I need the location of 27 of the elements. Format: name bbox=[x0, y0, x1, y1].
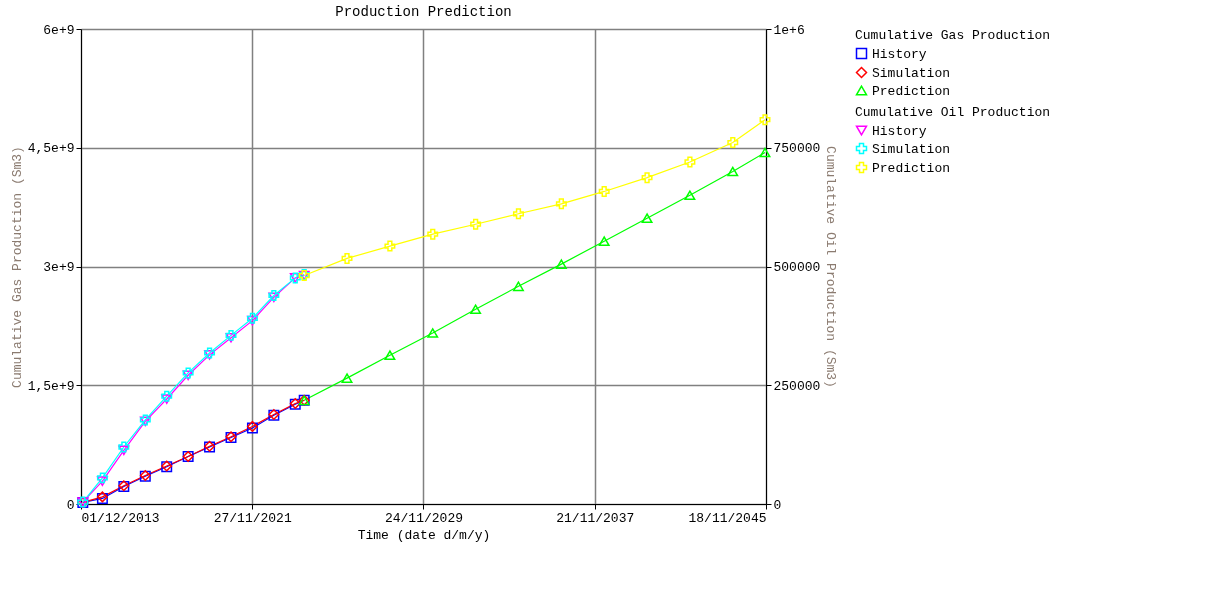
y2-tick-label: 250000 bbox=[773, 378, 821, 394]
y2-tick-label: 1e+6 bbox=[773, 22, 805, 38]
y-tick-label: 4,5e+9 bbox=[27, 141, 75, 157]
y2-tick-label: 0 bbox=[773, 497, 782, 513]
y2-tick-label: 750000 bbox=[773, 141, 821, 157]
chart-title: Production Prediction bbox=[335, 4, 512, 20]
legend-label: Prediction bbox=[872, 160, 951, 176]
x-tick-label: 21/11/2037 bbox=[556, 510, 635, 526]
y-tick-label: 3e+9 bbox=[43, 260, 75, 275]
x-tick-label: 18/11/2045 bbox=[688, 510, 767, 526]
text: Cumulative Gas Production bbox=[855, 28, 1051, 43]
x-tick-label: 01/12/2013 bbox=[81, 510, 160, 526]
y-tick-label: 1,5e+9 bbox=[27, 378, 75, 394]
text: Cumulative Oil Production bbox=[855, 105, 1051, 120]
legend-label: History bbox=[872, 123, 927, 139]
legend-label: Simulation bbox=[872, 65, 951, 81]
y2-tick-label: 500000 bbox=[773, 260, 821, 275]
y2-axis-title: Cumulative Oil Production (Sm3) bbox=[823, 146, 839, 388]
y-tick-label: 0 bbox=[66, 497, 75, 513]
legend-label: Simulation bbox=[872, 141, 951, 157]
x-tick-label: 27/11/2021 bbox=[213, 510, 292, 526]
y-axis-title: Cumulative Gas Production (Sm3) bbox=[9, 146, 25, 388]
legend-label: History bbox=[872, 46, 927, 62]
legend-label: Prediction bbox=[872, 83, 951, 99]
x-axis-title: Time (date d/m/y) bbox=[357, 527, 491, 543]
y-tick-label: 6e+9 bbox=[43, 22, 75, 38]
x-tick-label: 24/11/2029 bbox=[384, 510, 463, 526]
